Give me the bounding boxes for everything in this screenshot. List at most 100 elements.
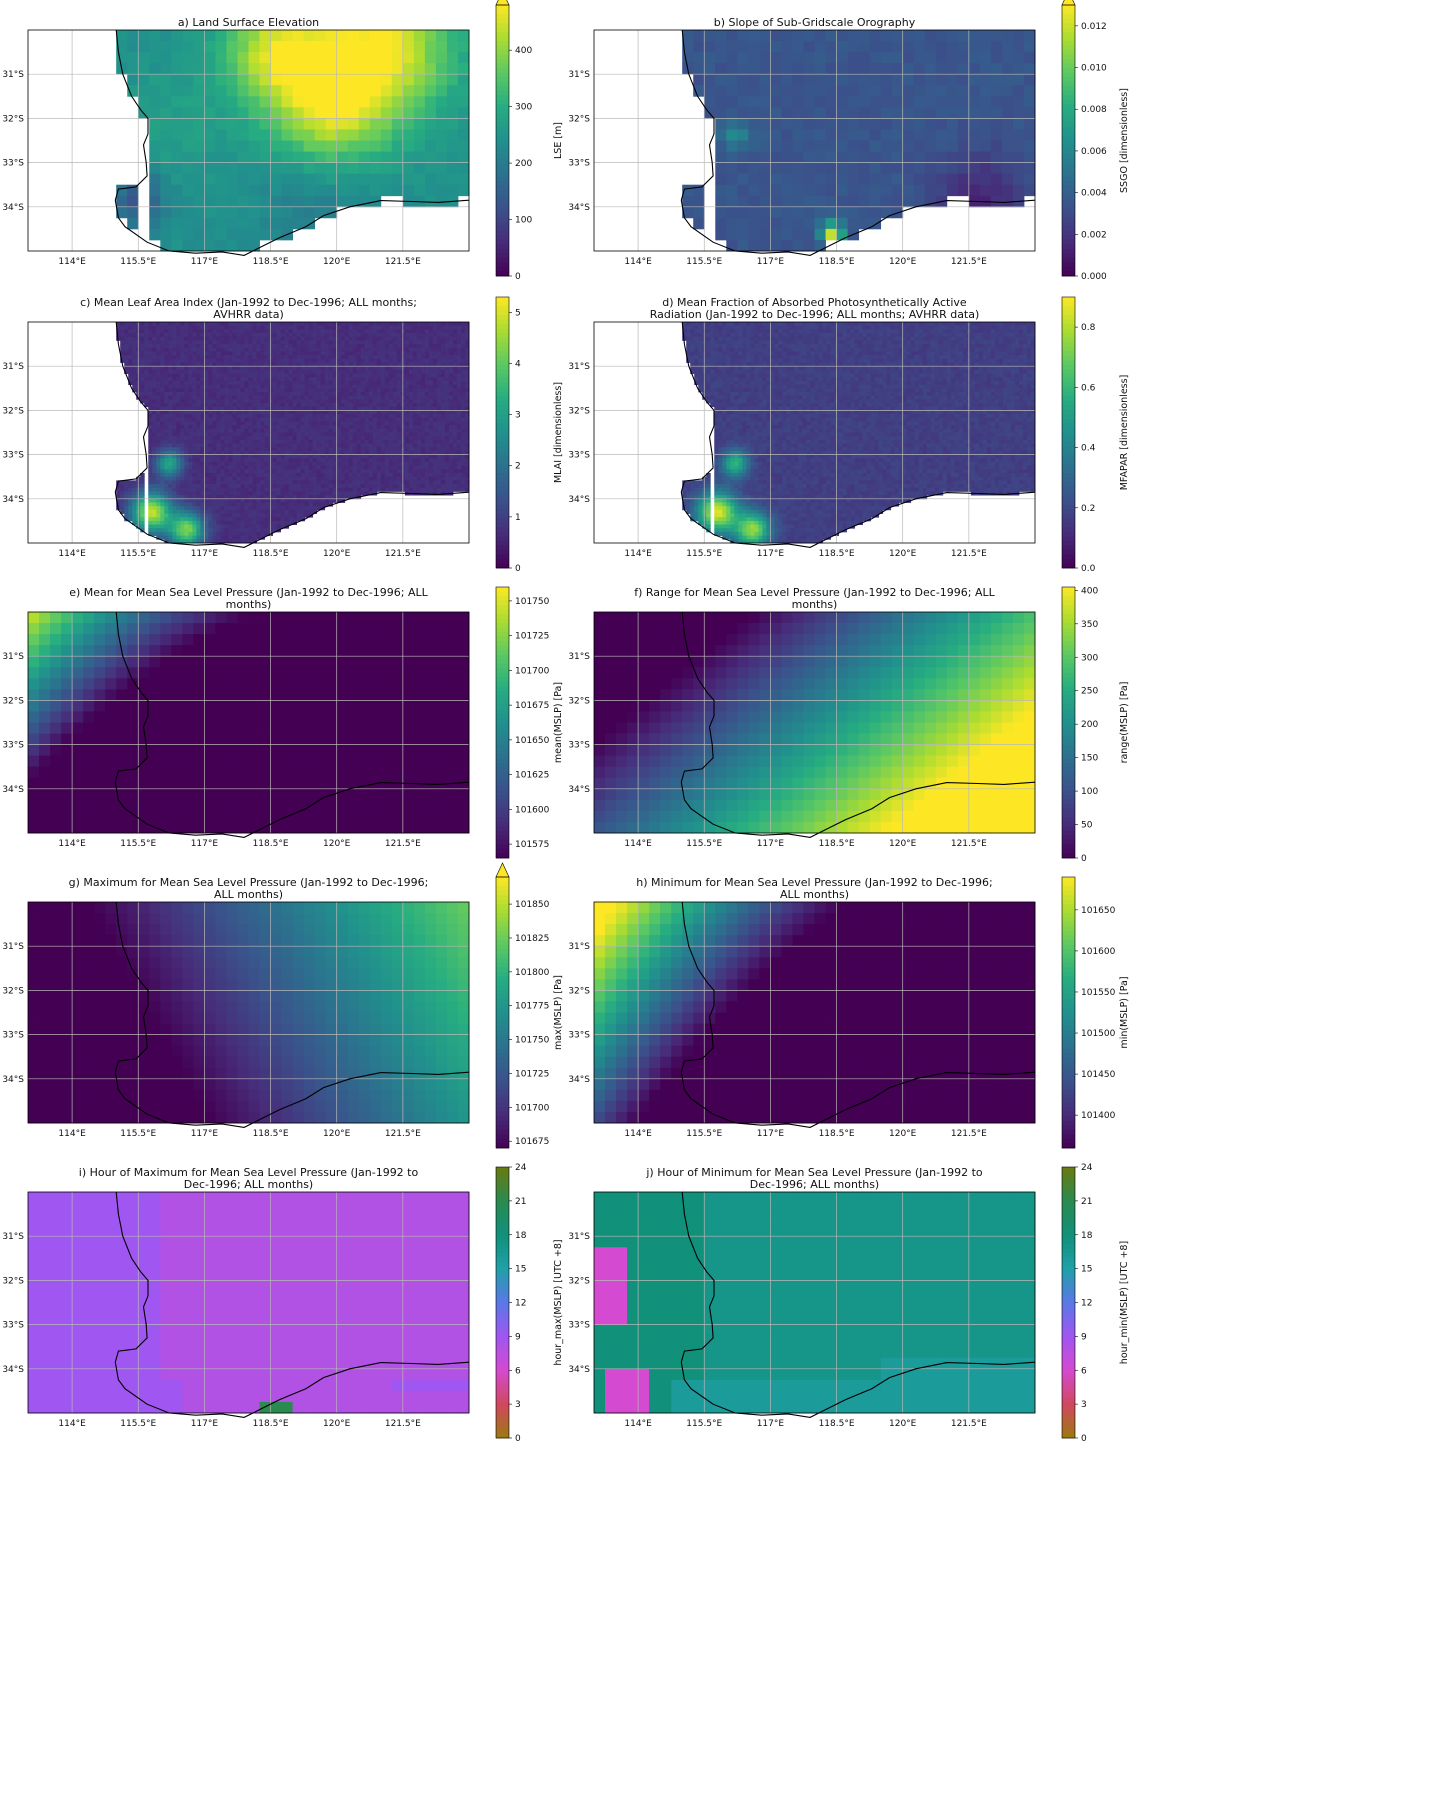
cell <box>372 355 378 360</box>
cell <box>132 373 137 378</box>
cell <box>380 432 386 437</box>
cell <box>380 129 393 141</box>
cell <box>726 195 738 208</box>
cell <box>380 443 386 448</box>
cell <box>814 195 826 208</box>
cell <box>781 85 793 97</box>
cell <box>148 484 153 489</box>
cell <box>464 340 470 345</box>
cell <box>248 344 253 349</box>
cell <box>176 406 181 411</box>
cell <box>320 439 326 444</box>
cell <box>457 63 470 75</box>
cell <box>392 465 398 470</box>
cell <box>140 333 145 338</box>
cell <box>148 406 153 411</box>
cell <box>460 403 466 408</box>
cell <box>369 107 382 119</box>
cell <box>216 406 221 411</box>
cell <box>372 450 378 455</box>
cell <box>156 417 161 422</box>
cell <box>412 465 418 470</box>
cell <box>226 30 238 42</box>
cell <box>444 461 450 467</box>
cell <box>448 340 454 345</box>
cell <box>132 325 137 330</box>
cell <box>935 140 948 152</box>
colorbar-tick-label: 100 <box>515 216 532 226</box>
cell <box>320 366 326 371</box>
cell <box>237 30 249 42</box>
cell <box>120 340 125 345</box>
cell <box>704 96 716 108</box>
cell <box>416 461 422 467</box>
cell <box>412 406 418 411</box>
cell <box>149 118 161 130</box>
cell <box>256 450 261 455</box>
cell <box>436 340 442 345</box>
cell <box>325 173 338 186</box>
cell <box>248 96 260 108</box>
cell <box>171 118 183 130</box>
cell <box>432 421 438 426</box>
cell <box>348 454 354 459</box>
cell <box>280 465 285 470</box>
cell <box>270 30 282 42</box>
cell <box>325 41 338 53</box>
cell <box>328 432 334 437</box>
cell <box>444 458 450 463</box>
cell <box>1001 96 1014 108</box>
cell <box>272 461 277 467</box>
cell <box>380 96 393 108</box>
cell <box>228 395 233 400</box>
cell <box>308 450 314 455</box>
cell <box>200 447 205 452</box>
cell <box>312 432 318 437</box>
cell <box>276 366 281 371</box>
cell <box>436 476 442 481</box>
cell <box>737 118 749 130</box>
cell <box>336 74 349 86</box>
cell <box>420 476 426 481</box>
cell <box>244 362 249 367</box>
cell <box>368 369 374 374</box>
cell <box>324 406 330 411</box>
cell <box>224 476 229 481</box>
cell <box>352 461 358 467</box>
cell <box>220 351 225 356</box>
cell <box>124 329 129 334</box>
cell <box>172 351 177 356</box>
cell <box>144 377 149 382</box>
cell <box>192 454 197 459</box>
cell <box>200 421 205 426</box>
cell <box>336 358 342 363</box>
cell <box>168 325 173 330</box>
cell <box>388 487 394 492</box>
cell <box>312 366 318 371</box>
cell <box>836 74 848 86</box>
cell <box>212 473 217 478</box>
cell <box>446 162 459 175</box>
cell <box>396 347 402 352</box>
cell <box>460 425 466 430</box>
cell <box>128 355 133 360</box>
cell <box>304 336 310 341</box>
cell <box>304 469 310 474</box>
cell <box>348 395 354 400</box>
cell <box>392 399 398 404</box>
cell <box>164 406 169 411</box>
cell <box>328 436 334 441</box>
cell <box>452 395 458 400</box>
cell <box>284 336 289 341</box>
cell <box>212 391 217 397</box>
cell <box>188 417 193 422</box>
cell <box>352 417 358 422</box>
cell <box>288 355 293 360</box>
cell <box>979 173 992 186</box>
cell <box>168 439 173 444</box>
cell <box>444 439 450 444</box>
cell <box>200 366 205 371</box>
cell <box>248 184 260 197</box>
cell <box>182 217 194 230</box>
cell <box>432 469 438 474</box>
